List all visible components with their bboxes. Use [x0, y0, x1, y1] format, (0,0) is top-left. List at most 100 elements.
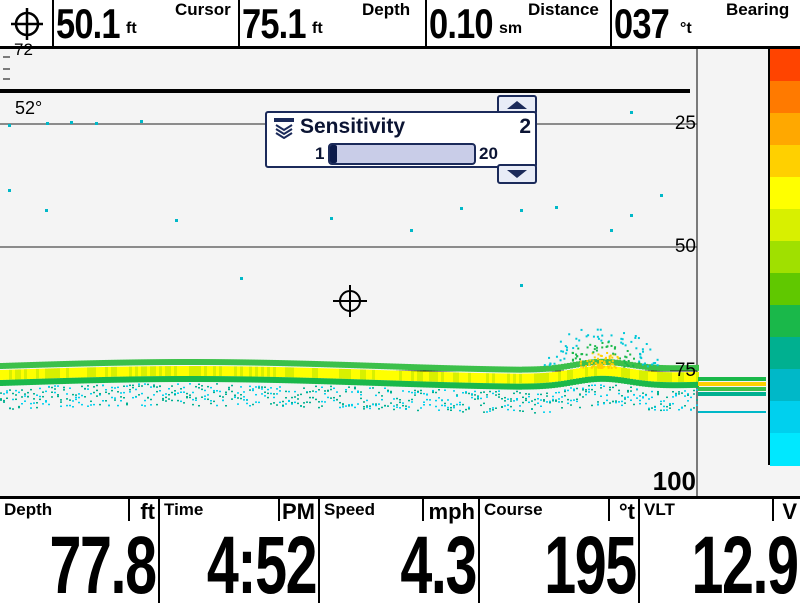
bottom-return: [597, 365, 600, 376]
bottom-return: [489, 373, 492, 384]
crosshair-icon[interactable]: [8, 7, 46, 41]
bottom-scatter: [78, 401, 80, 404]
bottom-return: [57, 368, 60, 379]
bottom-return: [486, 373, 489, 384]
structure-return: [575, 344, 578, 347]
bottom-return: [357, 379, 360, 386]
bottom-scatter: [624, 396, 626, 399]
bottom-scatter: [483, 402, 485, 405]
bottom-scatter: [678, 393, 680, 395]
bottom-scatter: [690, 409, 692, 411]
bottom-scatter: [444, 389, 446, 391]
digit-box-depth[interactable]: Depth ft 77.8: [0, 499, 160, 611]
bottom-scatter: [258, 387, 260, 389]
digit-box-speed[interactable]: Speed mph 4.3: [320, 499, 480, 611]
depth-scale-25: 25: [674, 113, 696, 134]
bottom-return: [297, 367, 300, 378]
bottom-return: [210, 359, 213, 366]
bottom-return: [138, 376, 141, 383]
bottom-return: [612, 376, 615, 383]
bottom-scatter: [306, 391, 308, 394]
digit-box-voltage[interactable]: VLT V 12.9: [640, 499, 800, 611]
bottom-scatter: [411, 391, 413, 394]
bottom-return: [327, 368, 330, 379]
digit-box-course[interactable]: Course °t 195: [480, 499, 640, 611]
bottom-return: [435, 371, 438, 382]
bottom-scatter: [462, 403, 464, 406]
bottom-scatter: [657, 392, 659, 394]
structure-return: [580, 353, 583, 356]
bottom-scatter: [543, 411, 545, 413]
structure-return: [620, 337, 623, 340]
digit-box-time[interactable]: Time PM 4:52: [160, 499, 320, 611]
structure-return: [601, 341, 604, 344]
bottom-scatter: [288, 390, 290, 393]
bottom-scatter: [549, 401, 551, 404]
bottom-return: [498, 383, 501, 390]
bottom-scatter: [579, 393, 581, 395]
bottom-return: [561, 380, 564, 387]
bottom-return: [156, 376, 159, 383]
bottom-data-bar: Depth ft 77.8 Time PM 4:52 Speed mph 4.3…: [0, 496, 800, 611]
bottom-scatter: [402, 402, 404, 404]
bottom-return: [267, 359, 270, 366]
bottom-scatter: [369, 387, 371, 389]
bottom-scatter: [168, 398, 170, 400]
bottom-scatter: [93, 386, 95, 388]
structure-return: [642, 350, 645, 353]
bottom-scatter: [597, 401, 599, 403]
bottom-scatter: [444, 404, 446, 407]
bottom-return: [603, 365, 606, 376]
bottom-scatter: [606, 399, 608, 402]
bottom-scatter: [33, 402, 35, 404]
digit-box-unit: ft: [140, 499, 155, 524]
bottom-scatter: [387, 390, 389, 393]
bottom-scatter: [591, 404, 593, 407]
structure-return: [627, 359, 630, 362]
bottom-return: [63, 367, 66, 378]
flasher-return: [698, 377, 766, 381]
bottom-return: [48, 361, 51, 368]
bottom-scatter: [330, 388, 332, 391]
sensitivity-slider[interactable]: [328, 143, 476, 165]
bottom-return: [216, 376, 219, 383]
crosshair-icon[interactable]: [333, 285, 367, 317]
bottom-return: [579, 377, 582, 384]
bottom-return: [75, 360, 78, 367]
bottom-return: [450, 365, 453, 372]
bottom-return: [282, 367, 285, 378]
bottom-return: [78, 377, 81, 384]
sensitivity-down-button[interactable]: [497, 164, 537, 184]
bottom-scatter: [240, 393, 242, 396]
bottom-return: [573, 361, 576, 368]
bottom-return: [375, 362, 378, 369]
bottom-return: [534, 366, 537, 373]
sensitivity-dialog[interactable]: Sensitivity 2 1 20: [265, 111, 537, 168]
bottom-scatter: [213, 391, 215, 394]
bottom-scatter: [90, 400, 92, 403]
bottom-return: [105, 359, 108, 366]
bottom-scatter: [144, 405, 146, 407]
bottom-scatter: [45, 400, 47, 402]
bottom-return: [207, 376, 210, 383]
bottom-scatter: [528, 401, 530, 404]
bottom-scatter: [546, 392, 548, 395]
bottom-return: [396, 370, 399, 381]
bottom-return: [24, 379, 27, 386]
bottom-return: [546, 382, 549, 389]
bottom-scatter: [126, 385, 128, 387]
bottom-scatter: [162, 394, 164, 396]
bottom-return: [27, 369, 30, 380]
bottom-return: [288, 377, 291, 384]
bottom-return: [462, 372, 465, 383]
bottom-return: [279, 377, 282, 384]
bottom-return: [468, 365, 471, 372]
bottom-scatter: [579, 406, 581, 409]
divider: [278, 499, 280, 521]
bottom-return: [78, 360, 81, 367]
bottom-scatter: [309, 391, 311, 393]
bottom-scatter: [177, 383, 179, 385]
bottom-scatter: [174, 390, 176, 392]
bottom-return: [126, 366, 129, 377]
bottom-scatter: [528, 393, 530, 395]
